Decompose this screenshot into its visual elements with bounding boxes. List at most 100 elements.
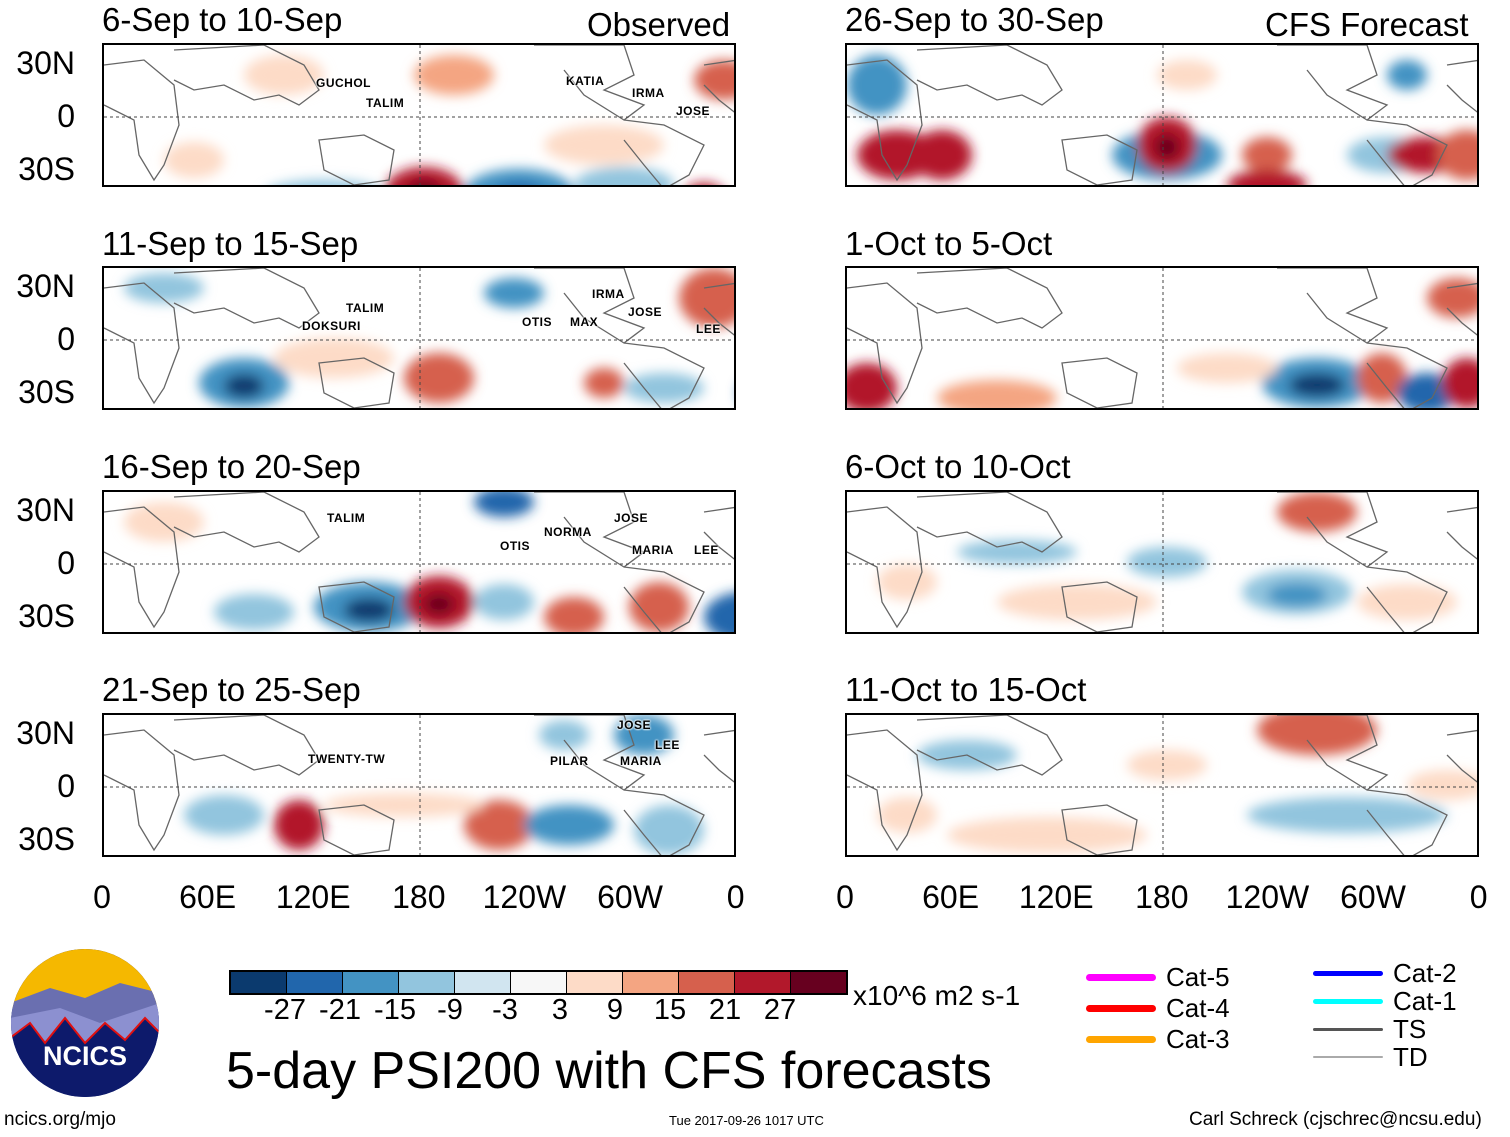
lon-label: 0 (726, 879, 745, 915)
legend-item: Cat-2 (1313, 960, 1457, 986)
storm-label: NORMA (544, 525, 592, 539)
panel-title: 1-Oct to 5-Oct (845, 225, 1053, 262)
colorbar-swatch (399, 972, 455, 993)
legend-item: Cat-5 (1086, 964, 1230, 990)
anomaly-contour (584, 368, 624, 398)
lon-label: 60E (922, 879, 980, 915)
anomaly-contour (474, 584, 534, 620)
anomaly-contour (679, 268, 734, 328)
colorbar-label: 9 (606, 994, 624, 1026)
colorbar (229, 970, 848, 995)
coastline-africa-west (1446, 729, 1477, 783)
coastline-africa-west (703, 729, 734, 783)
anomaly-contour (404, 353, 474, 403)
storm-label: PILAR (550, 754, 589, 768)
anomaly-contour (614, 715, 674, 755)
lon-label: 120E (1018, 879, 1094, 915)
legend-line-icon (1086, 973, 1156, 981)
coastline-africa-west (703, 506, 734, 560)
lat-label: 30N (16, 492, 75, 528)
map-panel: TALIM DOKSURI OTIS MAX IRMA JOSE LEE (102, 266, 736, 410)
panel-title: 16-Sep to 20-Sep (102, 448, 361, 485)
panel-title: 21-Sep to 25-Sep (102, 671, 361, 708)
anomaly-contour (624, 373, 704, 403)
lon-label: 120W (482, 879, 567, 915)
legend-line-icon (1313, 970, 1383, 976)
colorbar-label: 15 (653, 994, 687, 1026)
storm-label: LEE (694, 543, 719, 557)
legend-item: Cat-1 (1313, 988, 1457, 1014)
anomaly-contour (937, 380, 1057, 408)
storm-label: DOKSURI (302, 319, 361, 333)
colorbar-swatch (623, 972, 679, 993)
storm-label: KATIA (566, 74, 605, 88)
legend-item: TS (1313, 1016, 1426, 1042)
coastline-africa (847, 282, 923, 405)
coastline-asia (173, 45, 320, 106)
legend-label: Cat-1 (1393, 986, 1457, 1016)
colorbar-swatch (791, 972, 846, 993)
anomaly-contour (1277, 492, 1357, 532)
coastline-south-america (623, 789, 705, 855)
anomaly-contour (877, 797, 937, 833)
lon-label: 180 (392, 879, 446, 915)
colorbar-label: 21 (708, 994, 742, 1026)
coastline-africa (104, 729, 180, 852)
map-panel: TALIM OTIS NORMA JOSE MARIA LEE (102, 490, 736, 634)
storm-label: TALIM (346, 301, 385, 315)
colorbar-swatch (735, 972, 791, 993)
coastline-north-america (1277, 45, 1389, 121)
storm-label: TALIM (366, 96, 405, 110)
anomaly-contour (629, 582, 689, 632)
anomaly-contour (124, 273, 204, 303)
panel-title: 6-Oct to 10-Oct (845, 448, 1071, 485)
anomaly-contour (847, 55, 907, 115)
lat-label: 30S (18, 374, 75, 410)
coastline-africa (847, 59, 923, 182)
anomaly-contour (1407, 770, 1477, 800)
storm-label: TWENTY-TW (308, 752, 386, 766)
panel-title: 26-Sep to 30-Sep (845, 1, 1104, 38)
coastline-north-america (1277, 715, 1389, 791)
anomaly-contour (214, 594, 294, 630)
anomaly-contour (694, 60, 734, 100)
lon-label: 0 (93, 879, 111, 915)
coastline-africa (847, 729, 923, 852)
colorbar-label: 27 (763, 994, 797, 1026)
map-panel (845, 713, 1479, 857)
map-panel (845, 490, 1479, 634)
forecast-label: CFS Forecast (1265, 6, 1469, 43)
anomaly-contour (544, 597, 604, 632)
coastline-north-america (534, 268, 646, 344)
coastline-asia (173, 715, 320, 776)
anomaly-contour (410, 181, 438, 185)
coastline-africa (847, 506, 923, 629)
anomaly-contour (1227, 170, 1307, 185)
anomaly-contour (1289, 373, 1345, 397)
anomaly-contour (524, 805, 614, 845)
storm-label: MAX (570, 315, 599, 329)
storm-label: OTIS (522, 315, 553, 329)
coastline-south-america (1366, 566, 1448, 632)
lon-label: 60W (1340, 879, 1406, 915)
lat-label: 0 (57, 321, 75, 357)
anomaly-contour (693, 183, 715, 185)
coastline-africa (104, 59, 180, 182)
anomaly-contour (164, 142, 224, 178)
figure-title: 5-day PSI200 with CFS forecasts (226, 1042, 992, 1100)
coastline-australia (1061, 804, 1138, 855)
colorbar-swatch (567, 972, 623, 993)
anomaly-contour (1155, 135, 1179, 159)
legend-label: TS (1393, 1014, 1427, 1044)
footer-url[interactable]: ncics.org/mjo (4, 1109, 116, 1130)
map-panel: TWENTY-TW PILAR JOSE LEE MARIA (102, 713, 736, 857)
coastline-australia (318, 134, 395, 185)
map-panel (845, 43, 1479, 187)
coastline-australia (318, 581, 395, 632)
anomaly-contour (1127, 750, 1207, 780)
legend-label: Cat-4 (1166, 993, 1230, 1023)
map-panel (845, 266, 1479, 410)
anomaly-contour (464, 800, 534, 850)
coastline-north-america (534, 715, 646, 791)
legend-line-icon (1086, 1035, 1156, 1043)
